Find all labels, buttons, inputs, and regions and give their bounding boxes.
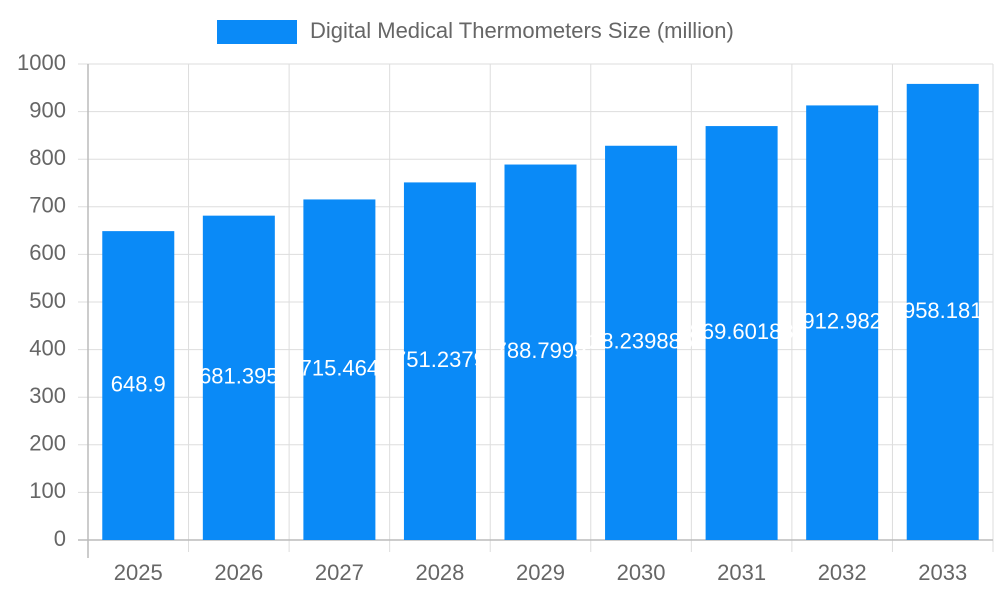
y-tick-label: 400: [29, 335, 66, 360]
y-tick-label: 700: [29, 193, 66, 218]
bar: [504, 164, 577, 540]
bar: [806, 105, 879, 541]
legend: Digital Medical Thermometers Size (milli…: [217, 18, 734, 44]
y-tick-label: 1000: [17, 50, 66, 75]
bar: [403, 182, 476, 540]
x-tick-label: 2030: [617, 560, 666, 585]
bar: [906, 83, 979, 540]
bar: [102, 231, 175, 540]
x-tick-label: 2028: [415, 560, 464, 585]
y-tick-label: 200: [29, 431, 66, 456]
legend-swatch: [217, 20, 297, 44]
data-label: 751.2379: [394, 347, 486, 372]
data-label: 681.395: [199, 364, 279, 389]
data-label: 869.60188: [690, 319, 794, 344]
y-tick-label: 500: [29, 288, 66, 313]
x-tick-label: 2033: [918, 560, 967, 585]
data-label: 958.181: [903, 298, 983, 323]
bar: [605, 145, 678, 540]
legend-label: Digital Medical Thermometers Size (milli…: [310, 18, 734, 43]
x-tick-label: 2025: [114, 560, 163, 585]
y-tick-label: 0: [54, 526, 66, 551]
y-tick-label: 900: [29, 97, 66, 122]
x-tick-label: 2032: [818, 560, 867, 585]
y-tick-label: 300: [29, 383, 66, 408]
bar: [202, 215, 275, 540]
data-label: 912.982: [802, 309, 882, 334]
y-tick-label: 800: [29, 145, 66, 170]
x-tick-label: 2029: [516, 560, 565, 585]
data-label: 828.2398862: [577, 329, 705, 354]
bar: [705, 126, 778, 540]
data-label: 788.7999: [495, 338, 587, 363]
data-label: 648.9: [111, 371, 166, 396]
x-tick-label: 2027: [315, 560, 364, 585]
bar: [303, 199, 376, 540]
y-tick-label: 100: [29, 478, 66, 503]
data-label: 715.464: [300, 356, 380, 381]
x-tick-label: 2031: [717, 560, 766, 585]
x-tick-label: 2026: [214, 560, 263, 585]
y-tick-label: 600: [29, 240, 66, 265]
